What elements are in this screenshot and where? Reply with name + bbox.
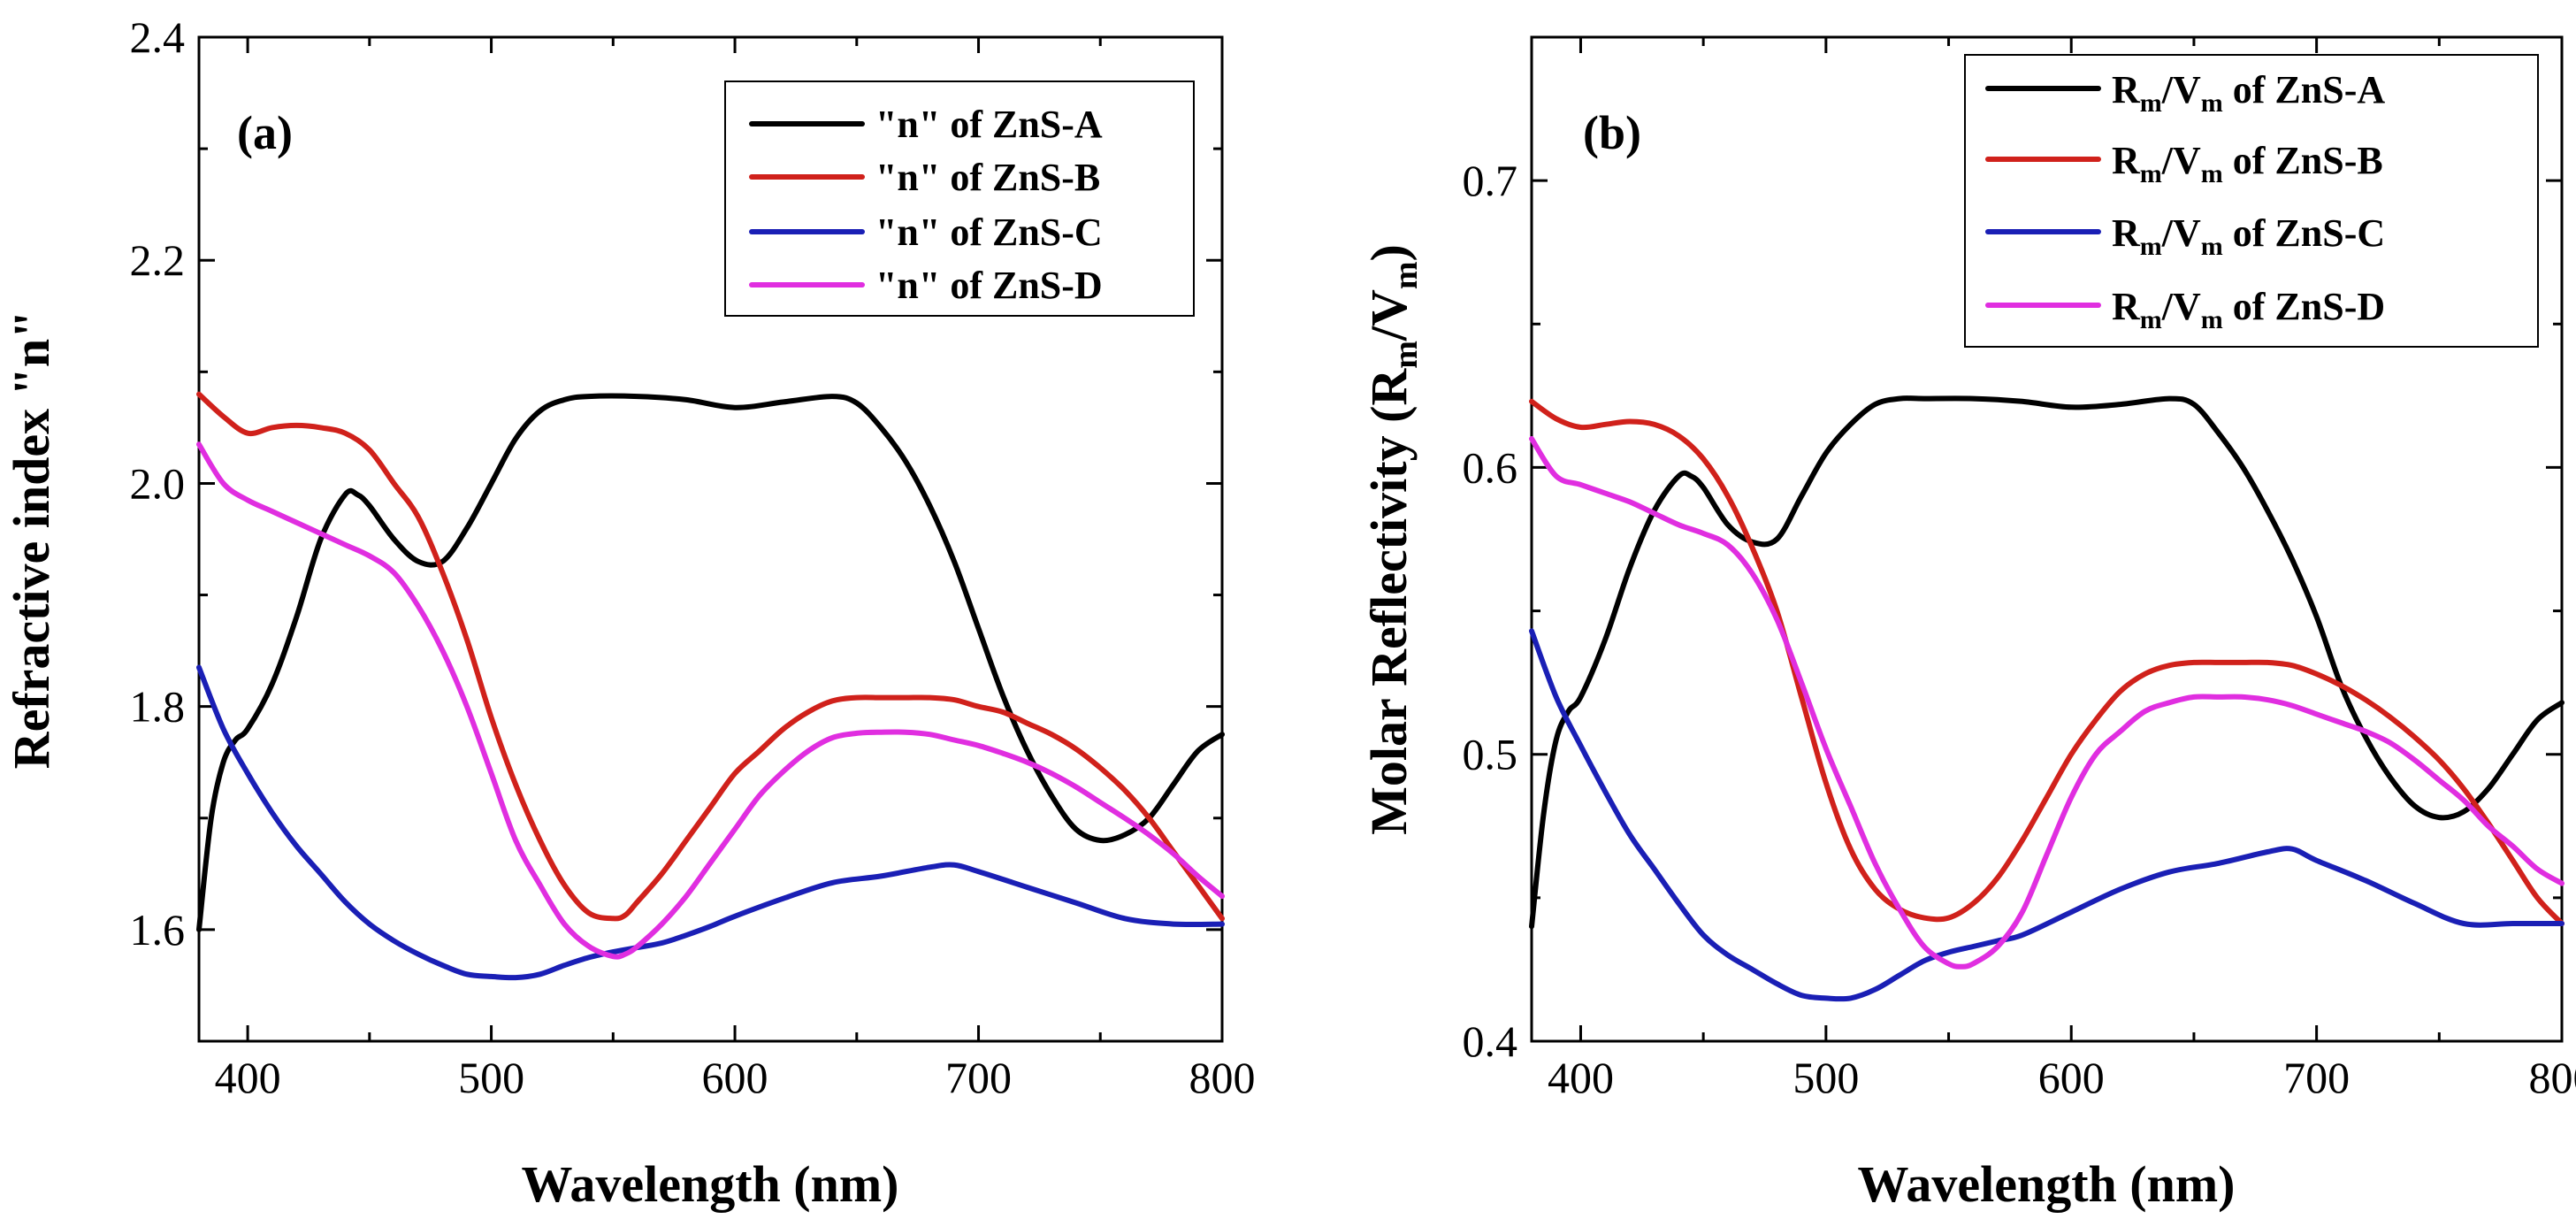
- series-line-b-rm-vm-of-zns-b: [1529, 398, 2565, 926]
- plot-frame-a: [197, 35, 1224, 1043]
- legend-text-b-zns-c: Rm/Vm of ZnS-C: [2112, 211, 2385, 261]
- y-tick-label: 2.4: [130, 12, 186, 62]
- panel-label-a: (a): [237, 106, 293, 159]
- series-line-a-n-zns-d: [196, 441, 1225, 960]
- y-tick-label: 0.6: [1463, 442, 1518, 492]
- series-line-a-n-zns-a: [196, 393, 1225, 932]
- x-tick-label: 400: [215, 1053, 281, 1102]
- y-tick-labels-a: 1.6 1.8 2.0 2.2 2.4: [130, 12, 186, 954]
- x-tick-label: 500: [458, 1053, 524, 1102]
- legend-a: "n" of ZnS-A "n" of ZnS-B "n" of ZnS-C "…: [724, 80, 1195, 317]
- x-tick-label: 600: [702, 1053, 768, 1102]
- y-tick-label: 1.8: [130, 682, 186, 732]
- y-tick-label: 2.0: [130, 458, 186, 508]
- x-tick-label: 700: [945, 1053, 1012, 1102]
- y-tick-labels-b: 0.4 0.5 0.6 0.7: [1463, 156, 1518, 1066]
- series-line-b-rm-vm-of-zns-c: [1529, 628, 2565, 1002]
- y-axis-label-a: Refractive index "n": [3, 310, 60, 770]
- y-tick-label: 1.6: [130, 905, 186, 954]
- x-tick-label: 600: [2038, 1053, 2105, 1102]
- x-tick-label: 500: [1792, 1053, 1859, 1102]
- series-lines-a: [196, 391, 1225, 981]
- series-line-b-rm-vm-of-zns-d: [1529, 436, 2565, 970]
- legend-text-a-zns-b: "n" of ZnS-B: [875, 156, 1100, 199]
- y-tick-label: 0.4: [1463, 1016, 1518, 1066]
- x-tick-labels-a: 400 500 600 700 800: [215, 1053, 1256, 1102]
- legend-text-a-zns-c: "n" of ZnS-C: [875, 211, 1103, 254]
- legend-text-b-zns-b: Rm/Vm of ZnS-B: [2112, 139, 2383, 188]
- x-axis-label-b: Wavelength (nm): [1858, 1155, 2236, 1213]
- legend-text-b-zns-a: Rm/Vm of ZnS-A: [2112, 68, 2385, 118]
- legend-text-a-zns-a: "n" of ZnS-A: [875, 103, 1103, 146]
- y-tick-label: 0.7: [1463, 156, 1518, 205]
- series-lines-b: [1529, 395, 2565, 1002]
- axis-ticks-a: [199, 35, 1224, 1041]
- plot-frame-b: [1530, 35, 2564, 1043]
- panel-label-b: (b): [1583, 106, 1641, 159]
- series-line-a-n-zns-b: [196, 391, 1225, 922]
- legend-text-a-zns-d: "n" of ZnS-D: [875, 264, 1103, 307]
- series-line-b-rm-vm-of-zns-a: [1529, 395, 2565, 930]
- x-tick-label: 400: [1548, 1053, 1614, 1102]
- y-tick-label: 2.2: [130, 235, 186, 285]
- legend-box-a: [724, 80, 1195, 317]
- legend-b: Rm/Vm of ZnS-A Rm/Vm of ZnS-B Rm/Vm of Z…: [1964, 54, 2539, 348]
- x-tick-labels-b: 400 500 600 700 800: [1548, 1053, 2576, 1102]
- y-tick-label: 0.5: [1463, 730, 1518, 779]
- x-tick-label: 800: [2529, 1053, 2576, 1102]
- chart-panel-a: 400 500 600 700 800 1.6 1.8 2.0 2.2 2.4 (a) Wave…: [3, 12, 1256, 1213]
- x-tick-label: 700: [2283, 1053, 2350, 1102]
- chart-panel-b: 400 500 600 700 800 0.4 0.5 0.6 0.7 (b) Wavelen…: [1360, 35, 2576, 1213]
- x-tick-label: 800: [1189, 1053, 1256, 1102]
- y-axis-label-b: Molar Reflectivity (Rm/Vm): [1360, 244, 1425, 835]
- legend-box-b: [1964, 54, 2539, 348]
- x-axis-label-a: Wavelength (nm): [522, 1155, 899, 1213]
- legend-text-b-zns-d: Rm/Vm of ZnS-D: [2112, 285, 2385, 334]
